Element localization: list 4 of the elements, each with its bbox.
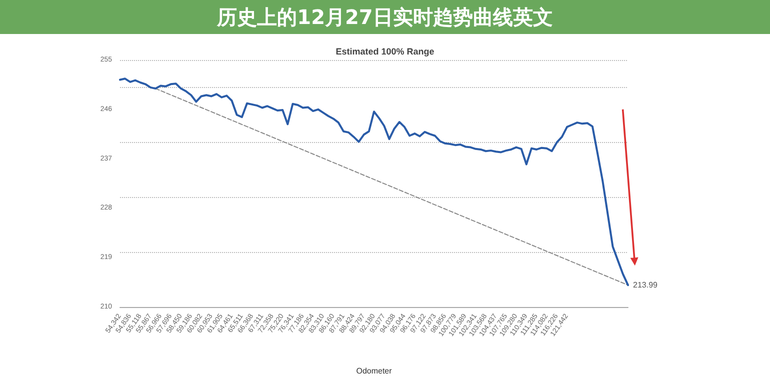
data-label: 213.99 bbox=[633, 280, 658, 290]
x-axis-title: Odometer bbox=[356, 366, 392, 376]
chart-title: Estimated 100% Range bbox=[336, 46, 434, 56]
text: 历史上的12月27日实时趋势曲线英文 bbox=[0, 0, 770, 34]
